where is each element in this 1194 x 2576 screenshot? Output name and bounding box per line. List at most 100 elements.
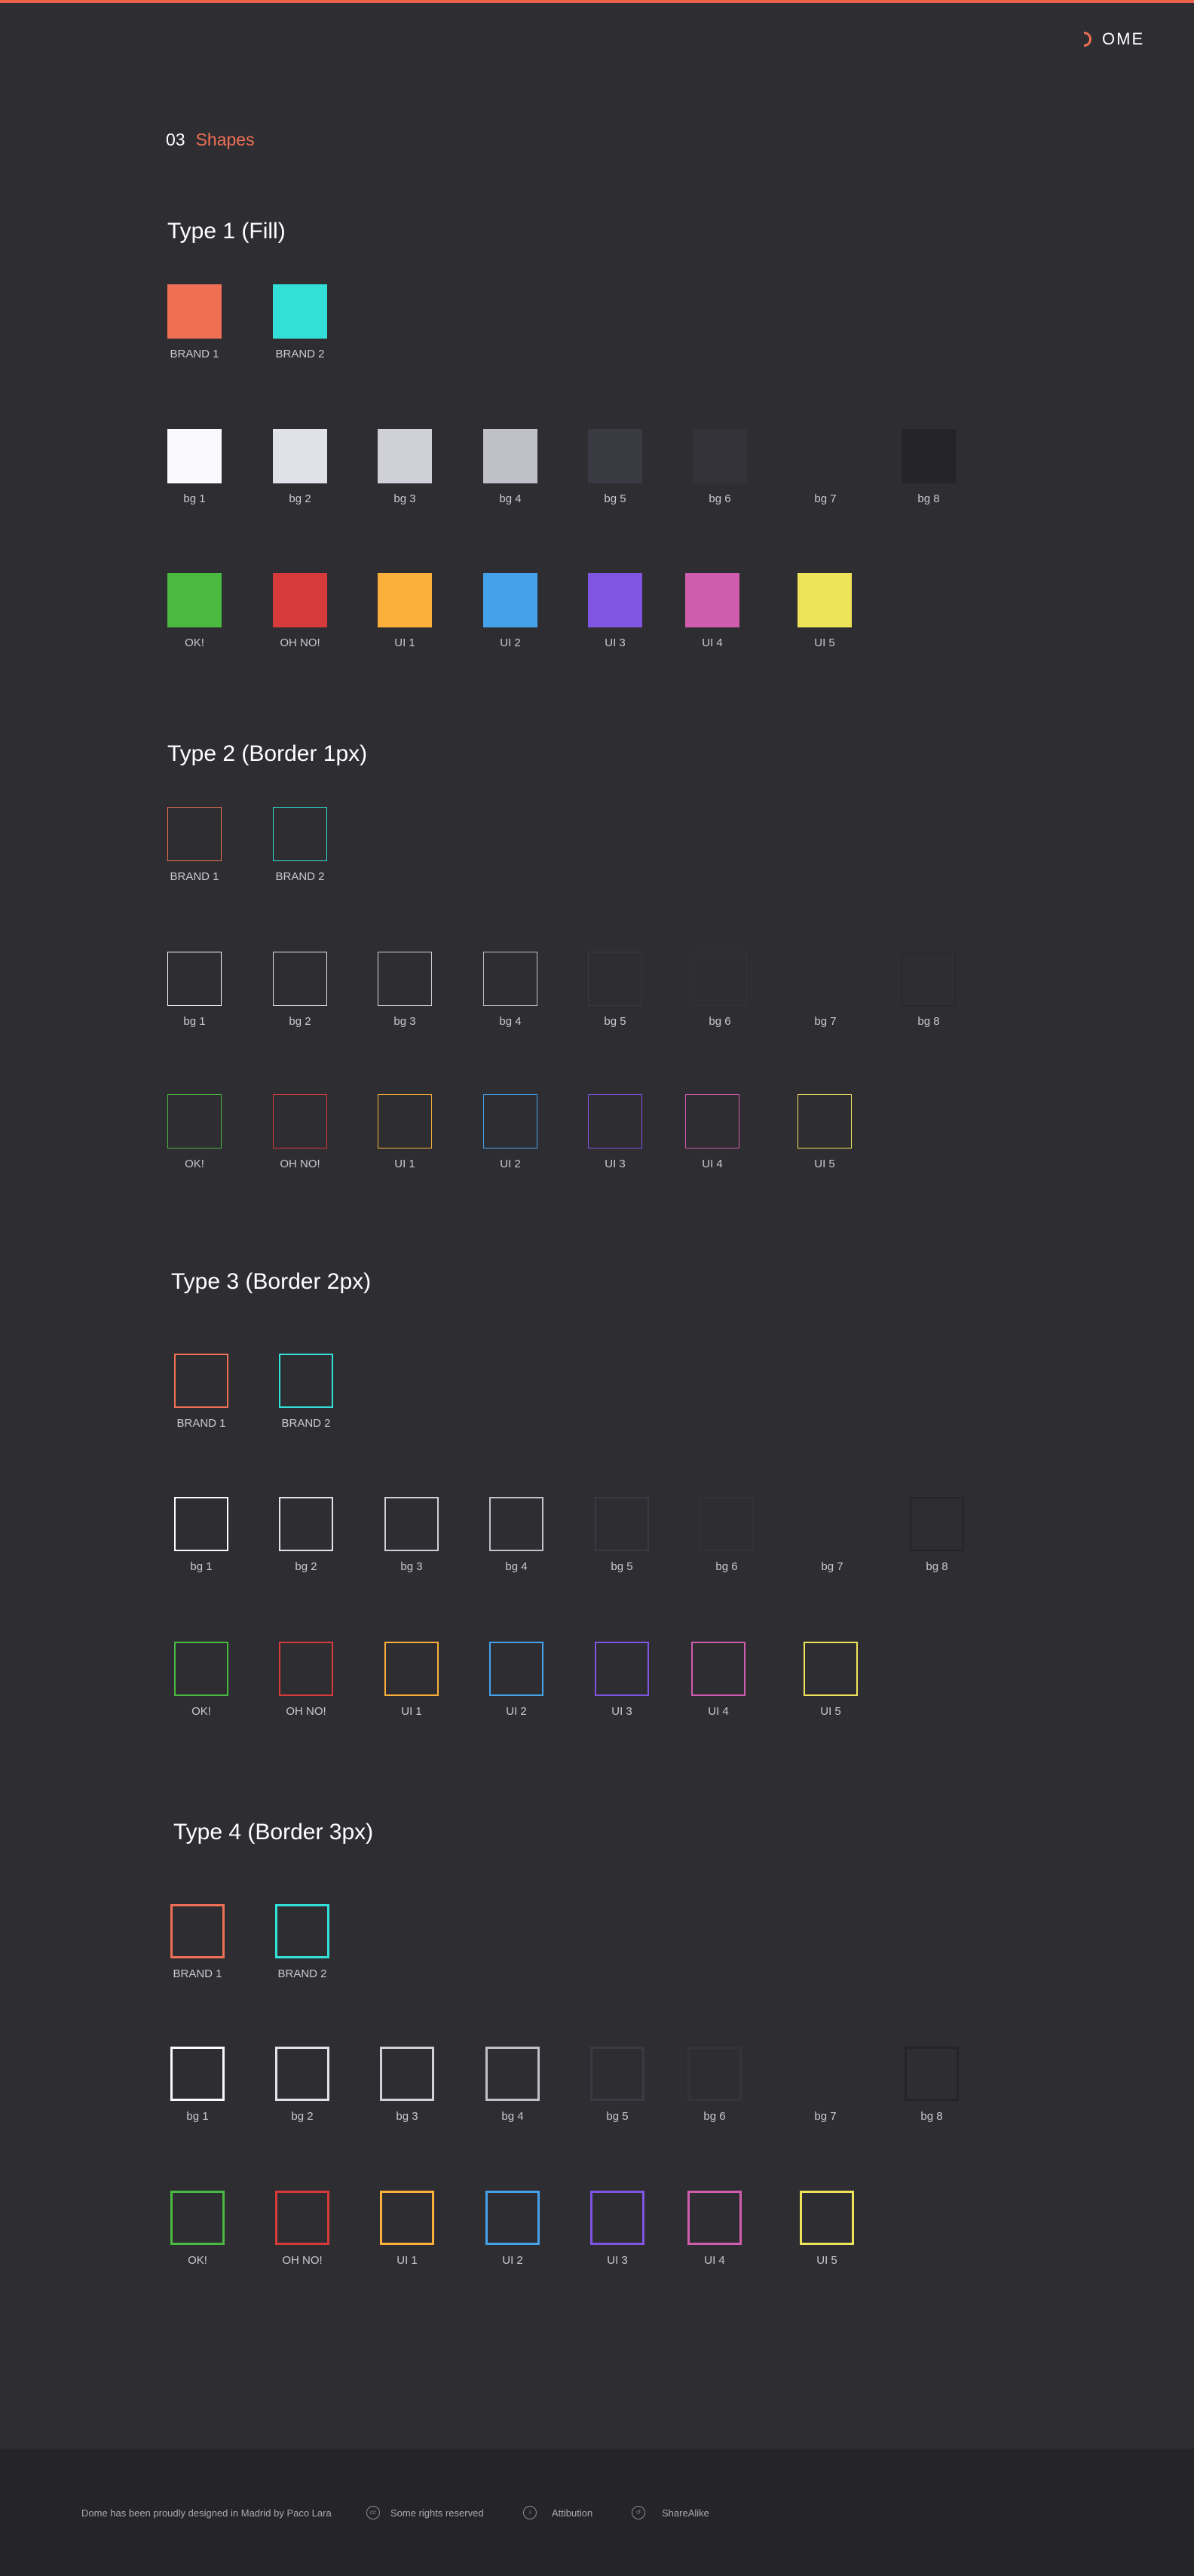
swatch-label: bg 6 bbox=[703, 2110, 726, 2123]
swatch-ui-1 bbox=[174, 1642, 228, 1696]
swatch-label: bg 8 bbox=[926, 1560, 948, 1573]
swatch-label: bg 2 bbox=[295, 1560, 317, 1573]
swatch-label: UI 4 bbox=[704, 2254, 725, 2267]
swatch-bg-8 bbox=[905, 2047, 959, 2101]
swatch-bg-2 bbox=[273, 429, 327, 483]
logo-text: OME bbox=[1102, 29, 1145, 48]
swatch-ui-4 bbox=[485, 2191, 540, 2245]
swatch-bg-4 bbox=[485, 2047, 540, 2101]
swatch-label: bg 3 bbox=[396, 2110, 418, 2123]
swatch-ui-3 bbox=[378, 573, 432, 627]
license-link[interactable]: Some rights reserved bbox=[390, 2507, 484, 2519]
attribution-link[interactable]: Attibution bbox=[552, 2507, 593, 2519]
swatch-label: UI 1 bbox=[394, 636, 415, 649]
swatch-label: OK! bbox=[185, 636, 204, 649]
swatch-bg-8 bbox=[910, 1497, 964, 1551]
swatch-label: bg 2 bbox=[289, 492, 311, 505]
swatch-bg-8 bbox=[902, 429, 956, 483]
swatch-bg-5 bbox=[588, 952, 642, 1006]
sharealike-link[interactable]: ShareAlike bbox=[662, 2507, 709, 2519]
swatch-label: bg 6 bbox=[715, 1560, 738, 1573]
swatch-label: bg 2 bbox=[291, 2110, 314, 2123]
swatch-ui-5 bbox=[588, 1094, 642, 1148]
swatch-bg-6 bbox=[693, 429, 747, 483]
swatch-label: BRAND 2 bbox=[277, 1967, 327, 1980]
swatch-label: UI 5 bbox=[814, 1158, 835, 1170]
swatch-label: bg 4 bbox=[499, 492, 522, 505]
section-title: Shapes bbox=[195, 130, 255, 149]
logo-d-mark-icon bbox=[1084, 32, 1091, 47]
swatch-ui-4 bbox=[489, 1642, 543, 1696]
top-accent-bar bbox=[0, 0, 1194, 3]
swatch-ui-4 bbox=[483, 573, 537, 627]
swatch-brand-1 bbox=[167, 807, 222, 861]
swatch-label: bg 3 bbox=[393, 1015, 416, 1028]
swatch-label: bg 6 bbox=[709, 492, 731, 505]
swatch-ui-1 bbox=[167, 1094, 222, 1148]
swatch-brand-2 bbox=[275, 1904, 329, 1958]
swatch-brand-1 bbox=[170, 1904, 225, 1958]
swatch-ui-6 bbox=[687, 2191, 742, 2245]
swatch-label: bg 5 bbox=[604, 1015, 626, 1028]
footer-credit: Dome has been proudly designed in Madrid… bbox=[81, 2507, 332, 2519]
swatch-bg-7 bbox=[805, 1497, 859, 1551]
swatch-bg-1 bbox=[174, 1497, 228, 1551]
attribution-icon: i bbox=[523, 2506, 537, 2519]
swatch-ui-7 bbox=[798, 1094, 852, 1148]
swatch-bg-5 bbox=[588, 429, 642, 483]
swatch-label: OH NO! bbox=[282, 2254, 323, 2267]
swatch-ui-2 bbox=[279, 1642, 333, 1696]
swatch-ui-2 bbox=[273, 1094, 327, 1148]
swatch-label: UI 1 bbox=[401, 1705, 422, 1718]
swatch-label: UI 3 bbox=[605, 1158, 626, 1170]
swatch-label: bg 4 bbox=[499, 1015, 522, 1028]
cc-icon: cc bbox=[366, 2506, 380, 2519]
section-number: 03 bbox=[166, 130, 185, 149]
swatch-brand-1 bbox=[167, 284, 222, 339]
swatch-ui-5 bbox=[590, 2191, 644, 2245]
swatch-label: OK! bbox=[191, 1705, 211, 1718]
swatch-label: OH NO! bbox=[280, 636, 320, 649]
swatch-label: bg 8 bbox=[917, 1015, 940, 1028]
swatch-label: OK! bbox=[188, 2254, 207, 2267]
swatch-ui-1 bbox=[170, 2191, 225, 2245]
swatch-label: bg 1 bbox=[183, 1015, 206, 1028]
dome-logo[interactable]: OME bbox=[1084, 29, 1144, 50]
swatch-bg-1 bbox=[167, 952, 222, 1006]
swatch-label: UI 3 bbox=[605, 636, 626, 649]
swatch-bg-1 bbox=[170, 2047, 225, 2101]
swatch-bg-2 bbox=[275, 2047, 329, 2101]
swatch-label: bg 1 bbox=[190, 1560, 213, 1573]
swatch-bg-3 bbox=[380, 2047, 434, 2101]
swatch-brand-2 bbox=[273, 284, 327, 339]
swatch-label: UI 2 bbox=[500, 1158, 521, 1170]
swatch-ui-7 bbox=[800, 2191, 854, 2245]
swatch-ui-2 bbox=[275, 2191, 329, 2245]
swatch-label: BRAND 1 bbox=[170, 348, 219, 360]
swatch-label: bg 7 bbox=[814, 492, 837, 505]
swatch-brand-1 bbox=[174, 1354, 228, 1408]
swatch-bg-1 bbox=[167, 429, 222, 483]
swatch-bg-4 bbox=[483, 429, 537, 483]
swatch-label: OH NO! bbox=[280, 1158, 320, 1170]
section-heading: Type 4 (Border 3px) bbox=[173, 1820, 374, 1845]
swatch-ui-6 bbox=[691, 1642, 745, 1696]
swatch-label: bg 8 bbox=[917, 492, 940, 505]
swatch-label: UI 5 bbox=[820, 1705, 841, 1718]
swatch-label: bg 6 bbox=[709, 1015, 731, 1028]
swatch-bg-2 bbox=[279, 1497, 333, 1551]
section-heading: Type 1 (Fill) bbox=[167, 219, 286, 244]
swatch-bg-3 bbox=[384, 1497, 439, 1551]
swatch-label: bg 5 bbox=[606, 2110, 629, 2123]
swatch-label: UI 2 bbox=[502, 2254, 523, 2267]
swatch-label: bg 4 bbox=[505, 1560, 528, 1573]
swatch-label: UI 5 bbox=[816, 2254, 837, 2267]
swatch-label: UI 3 bbox=[611, 1705, 632, 1718]
swatch-label: BRAND 2 bbox=[281, 1417, 331, 1430]
swatch-label: UI 4 bbox=[708, 1705, 729, 1718]
swatch-label: bg 8 bbox=[920, 2110, 943, 2123]
swatch-bg-7 bbox=[798, 952, 853, 1006]
swatch-label: bg 2 bbox=[289, 1015, 311, 1028]
swatch-label: BRAND 1 bbox=[170, 870, 219, 883]
swatch-label: UI 2 bbox=[500, 636, 521, 649]
